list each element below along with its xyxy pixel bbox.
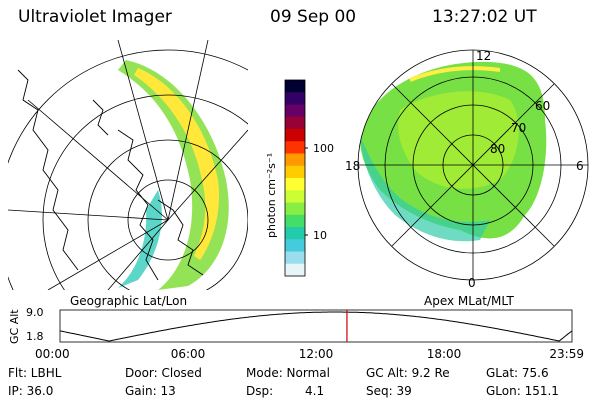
graticule-line — [167, 129, 248, 221]
colorbar-swatch — [285, 239, 305, 252]
colorbar-swatch — [285, 141, 305, 154]
lat-label: 80 — [490, 142, 505, 156]
colorbar-swatch — [285, 190, 305, 203]
info-gc-alt: GC Alt: 9.2 Re — [366, 366, 450, 380]
colorbar-swatch — [285, 214, 305, 228]
gc-alt-chart: GC Alt 9.0 1.8 00:00 06:00 12:00 18:00 23:59 — [8, 306, 584, 361]
geographic-map — [8, 40, 248, 290]
lat-label: 60 — [535, 99, 550, 113]
colorbar-tick-label: 10 — [313, 229, 327, 242]
graticule-line — [8, 209, 169, 221]
gc-alt-xtick-label: 12:00 — [299, 347, 334, 361]
coastline — [17, 69, 79, 271]
coastline — [157, 199, 204, 276]
gc-alt-axis-title: GC Alt — [8, 309, 21, 344]
gc-alt-xtick-label: 00:00 — [35, 347, 70, 361]
gc-alt-xtick-label: 18:00 — [427, 347, 462, 361]
graticule-line — [27, 99, 169, 221]
graticule-circle — [87, 139, 248, 290]
colorbar: 100 10 photon cm⁻²s⁻¹ — [265, 79, 334, 277]
graticule-line — [117, 40, 169, 221]
colorbar-swatch — [285, 251, 305, 265]
header-date: 09 Sep 00 — [270, 7, 357, 27]
colorbar-swatch — [285, 129, 305, 142]
info-glon: GLon: 151.1 — [486, 384, 559, 398]
colorbar-swatch — [285, 263, 305, 277]
graticule-line — [167, 40, 209, 221]
polar-spoke — [391, 83, 555, 247]
mlt-label-right: 6 — [576, 159, 584, 173]
colorbar-swatch — [285, 227, 305, 240]
colorbar-swatch — [285, 104, 305, 118]
header-title: Ultraviolet Imager — [18, 7, 172, 27]
colorbar-swatch — [285, 116, 305, 130]
polar-plot-label: Apex MLat/MLT — [424, 294, 514, 308]
aurora-edge — [360, 135, 490, 242]
mlt-label-top: 12 — [476, 49, 491, 63]
info-flt: Flt: LBHL — [8, 366, 62, 380]
lat-label: 70 — [511, 121, 526, 135]
colorbar-swatch — [285, 165, 305, 179]
gc-alt-xtick-label: 23:59 — [549, 347, 584, 361]
coastline — [117, 129, 159, 281]
graticule-line — [107, 219, 169, 290]
colorbar-frame — [284, 79, 306, 277]
colorbar-swatch — [285, 202, 305, 216]
header-time: 13:27:02 UT — [432, 7, 537, 27]
info-dsp-value: 4.1 — [305, 384, 325, 398]
auroral-oval-inner — [118, 190, 162, 288]
coastline — [92, 99, 109, 136]
info-glat: GLat: 75.6 — [486, 366, 549, 380]
colorbar-swatch — [285, 92, 305, 105]
mlt-label-bottom: 0 — [468, 276, 476, 290]
info-door: Door: Closed — [125, 366, 202, 380]
info-mode: Mode: Normal — [246, 366, 330, 380]
graticule-line — [47, 219, 169, 290]
gc-alt-ytick: 1.8 — [26, 330, 44, 343]
gc-alt-curve — [59, 311, 573, 342]
info-ip: IP: 36.0 — [8, 384, 54, 398]
left-map-label: Geographic Lat/Lon — [70, 294, 188, 308]
aurora-highlight — [398, 91, 519, 189]
info-seq: Seq: 39 — [366, 384, 412, 398]
gc-alt-xtick-label: 06:00 — [171, 347, 206, 361]
auroral-oval-core — [134, 68, 220, 260]
mlt-label-left: 18 — [345, 159, 360, 173]
gc-alt-ytick: 9.0 — [26, 306, 44, 319]
colorbar-tick-label: 100 — [313, 142, 334, 155]
graticule-circle — [127, 179, 209, 261]
graticule-circle — [8, 49, 248, 290]
graticule-circle — [42, 94, 248, 290]
gc-alt-frame — [59, 309, 573, 343]
auroral-oval-band — [118, 60, 229, 290]
info-gain: Gain: 13 — [125, 384, 176, 398]
colorbar-unit: photon cm⁻²s⁻¹ — [265, 153, 278, 238]
colorbar-swatch — [285, 153, 305, 167]
polar-plot: 12 18 6 0 60 70 80 — [345, 49, 589, 290]
aurora-dayside — [409, 66, 501, 82]
colorbar-swatch — [285, 178, 305, 191]
colorbar-swatch — [285, 80, 305, 93]
info-dsp-label: Dsp: — [246, 384, 274, 398]
